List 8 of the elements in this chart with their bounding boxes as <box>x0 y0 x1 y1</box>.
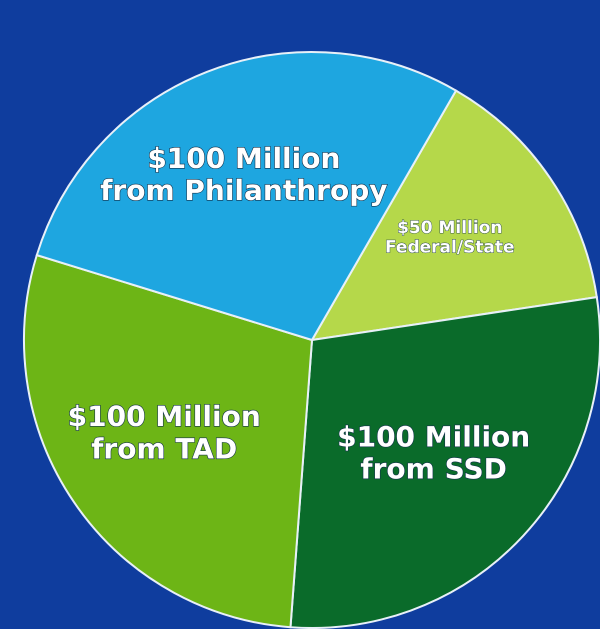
slice-label: from SSD <box>360 452 507 486</box>
data-label: $50 Million <box>397 218 502 238</box>
data-label: $100 Million <box>147 142 340 175</box>
data-label: $100 Million <box>337 420 530 453</box>
data-label: $100 Million <box>68 400 261 433</box>
slice-label: from Philanthropy <box>100 174 388 207</box>
slice-label: from TAD <box>91 432 238 465</box>
slice-label: Federal/State <box>385 237 515 258</box>
